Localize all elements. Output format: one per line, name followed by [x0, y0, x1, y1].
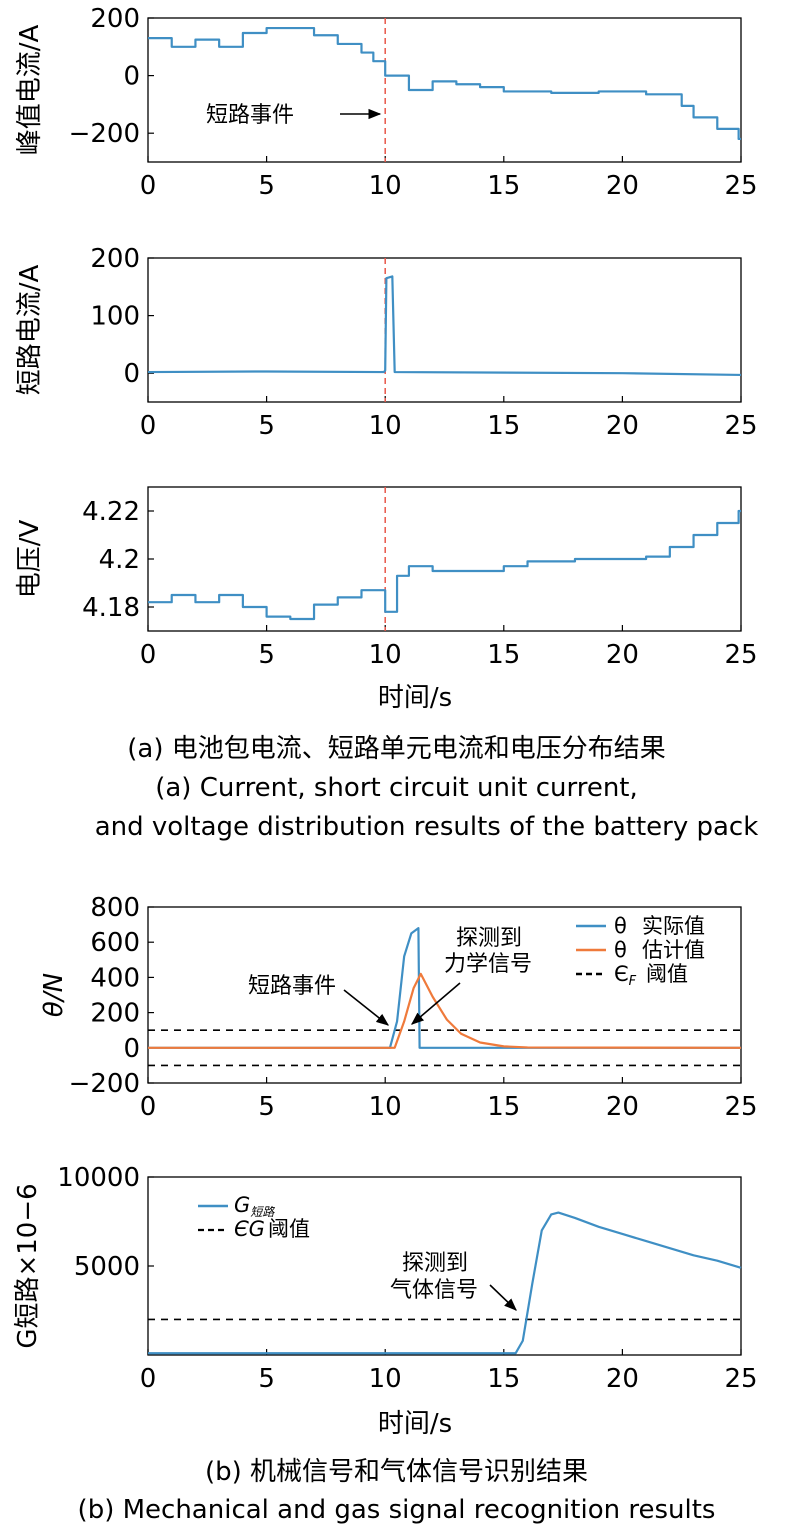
- x-tick-label: 5: [258, 411, 275, 441]
- x-axis-label-b: 时间/s: [378, 1409, 452, 1439]
- x-tick-label: 10: [369, 171, 402, 201]
- axes-frame-a2: [147, 257, 742, 403]
- x-tick-label: 20: [606, 640, 639, 670]
- legend-symbol: G短路: [234, 1193, 275, 1219]
- series-line-a3-0: [148, 509, 741, 621]
- legend-label: 估计值: [642, 938, 705, 962]
- series-line-b1-1: [148, 972, 742, 1049]
- caption-a-zh: (a) 电池包电流、短路单元电流和电压分布结果: [127, 734, 666, 764]
- series-line-a2-0: [147, 275, 742, 377]
- x-tick-label: 25: [724, 1092, 757, 1122]
- legend-label: 阈值: [268, 1217, 310, 1241]
- x-tick-label: 5: [258, 1092, 275, 1122]
- y-tick-label: 100: [90, 302, 140, 332]
- x-tick-label: 10: [369, 640, 402, 670]
- y-tick-label: 200: [90, 244, 140, 274]
- axes-frame-b1: [147, 906, 742, 1084]
- y-tick-label: 0: [123, 359, 140, 389]
- annotation-detected: 探测到: [456, 926, 522, 951]
- legend-symbol: ЄG: [234, 1217, 265, 1241]
- y-tick-label: 5000: [74, 1252, 140, 1282]
- x-tick-label: 15: [487, 411, 520, 441]
- x-tick-label: 15: [487, 640, 520, 670]
- annotation-mechanical-signal: 力学信号: [444, 952, 532, 977]
- y-tick-label: 4.18: [82, 593, 140, 623]
- legend-subscript: F: [629, 974, 637, 989]
- y-axis-label: 短路电流/A: [15, 265, 45, 396]
- y-axis-label: 峰值电流/A: [15, 25, 45, 156]
- x-tick-label: 15: [487, 1092, 520, 1122]
- y-tick-label: 400: [90, 963, 140, 993]
- y-tick-label: 0: [123, 1034, 140, 1064]
- y-tick-label: 4.22: [82, 497, 140, 527]
- x-tick-label: 0: [140, 1364, 157, 1394]
- axes-frame-a1: [147, 17, 742, 163]
- y-tick-label: 200: [90, 4, 140, 34]
- x-tick-label: 25: [724, 171, 757, 201]
- caption-a-en-line2: and voltage distribution results of the …: [94, 812, 759, 842]
- x-tick-label: 20: [606, 1092, 639, 1122]
- x-tick-label: 20: [606, 171, 639, 201]
- x-tick-label: 25: [724, 640, 757, 670]
- annotation-arrow: [411, 982, 461, 1025]
- legend-symbol: ЄF: [614, 962, 637, 989]
- x-tick-label: 10: [369, 1092, 402, 1122]
- x-tick-label: 20: [606, 1364, 639, 1394]
- x-axis-label-a: 时间/s: [378, 683, 452, 713]
- y-tick-label: −200: [69, 1069, 140, 1099]
- caption-a-en-line1: (a) Current, short circuit unit current,: [155, 773, 638, 803]
- annotation-detected: 探测到: [402, 1251, 468, 1276]
- annotation-arrow: [489, 1284, 517, 1311]
- y-tick-label: 200: [90, 999, 140, 1029]
- y-tick-label: 600: [90, 928, 140, 958]
- series-line-a1-0: [148, 26, 741, 141]
- legend-subscript: 短路: [250, 1205, 275, 1219]
- caption-b-en: (b) Mechanical and gas signal recognitio…: [77, 1495, 716, 1525]
- legend-symbol: θ: [614, 914, 627, 938]
- annotation-short-circuit-event: 短路事件: [206, 103, 294, 128]
- y-axis-label: 电压/V: [15, 520, 45, 599]
- y-tick-label: 10000: [57, 1163, 140, 1193]
- y-axis-label: θ/N: [39, 973, 69, 1017]
- x-tick-label: 15: [487, 171, 520, 201]
- legend-label: 实际值: [642, 914, 705, 938]
- x-tick-label: 25: [724, 1364, 757, 1394]
- caption-b-zh: (b) 机械信号和气体信号识别结果: [204, 1457, 589, 1487]
- x-tick-label: 15: [487, 1364, 520, 1394]
- y-tick-label: 4.2: [99, 545, 140, 575]
- x-tick-label: 5: [258, 1364, 275, 1394]
- annotation-gas-signal: 气体信号: [390, 1278, 478, 1303]
- x-tick-label: 0: [140, 411, 157, 441]
- legend-symbol: θ: [614, 938, 627, 962]
- y-tick-label: 0: [123, 62, 140, 92]
- x-tick-label: 25: [724, 411, 757, 441]
- legend-label: 阈值: [646, 962, 688, 986]
- annotation-short-circuit-event: 短路事件: [248, 974, 336, 999]
- y-tick-label: 800: [90, 893, 140, 923]
- series-line-b2-0: [148, 1211, 742, 1355]
- x-tick-label: 0: [140, 171, 157, 201]
- x-tick-label: 10: [369, 1364, 402, 1394]
- x-tick-label: 0: [140, 640, 157, 670]
- x-tick-label: 10: [369, 411, 402, 441]
- y-tick-label: −200: [69, 119, 140, 149]
- x-tick-label: 5: [258, 640, 275, 670]
- x-tick-label: 20: [606, 411, 639, 441]
- annotation-arrow: [343, 989, 390, 1026]
- x-tick-label: 5: [258, 171, 275, 201]
- x-tick-label: 0: [140, 1092, 157, 1122]
- series-line-b1-0: [148, 927, 741, 1049]
- axes-frame-a3: [147, 486, 742, 632]
- y-axis-label: G短路×10−6: [13, 1183, 43, 1348]
